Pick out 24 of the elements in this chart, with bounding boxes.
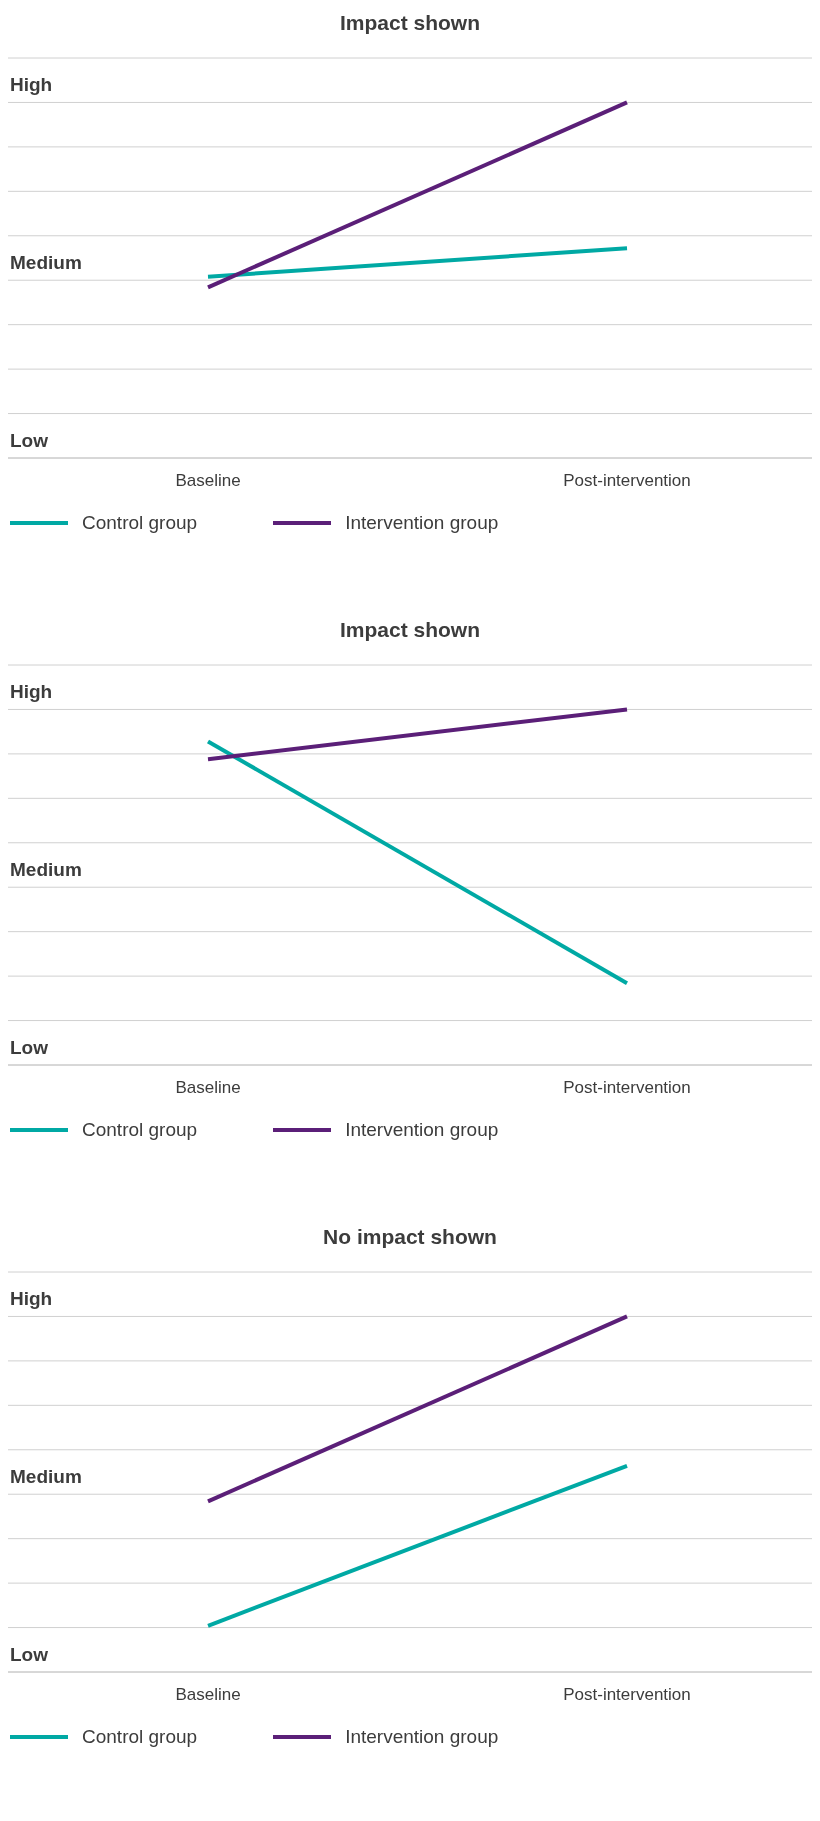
legend-label: Control group [82,512,198,534]
chart-title: Impact shown [339,10,481,36]
x-tick-label: Baseline [175,1685,241,1705]
chart-title: Impact shown [339,617,481,643]
legend-label: Intervention group [345,1119,499,1141]
annotation: Low [10,1644,48,1666]
annotation: Medium [10,859,82,882]
x-tick-label: Baseline [175,1078,241,1098]
x-tick-label: Post-intervention [563,471,691,491]
chart-title: No impact shown [322,1224,498,1250]
x-tick-label: Post-intervention [563,1078,691,1098]
text: High [10,74,53,97]
legend-label: Control group [82,1726,198,1748]
x-tick-label: Post-intervention [563,1685,691,1705]
legend-label: Control group [82,1119,198,1141]
annotation: Medium [10,252,82,275]
text: High [10,1288,53,1311]
annotation: Medium [10,1466,82,1489]
x-tick-label: Baseline [175,471,241,491]
legend-label: Intervention group [345,1726,499,1748]
annotation: Low [10,430,48,452]
annotation: Low [10,1037,48,1059]
text: High [10,681,53,704]
legend-label: Intervention group [345,512,499,534]
